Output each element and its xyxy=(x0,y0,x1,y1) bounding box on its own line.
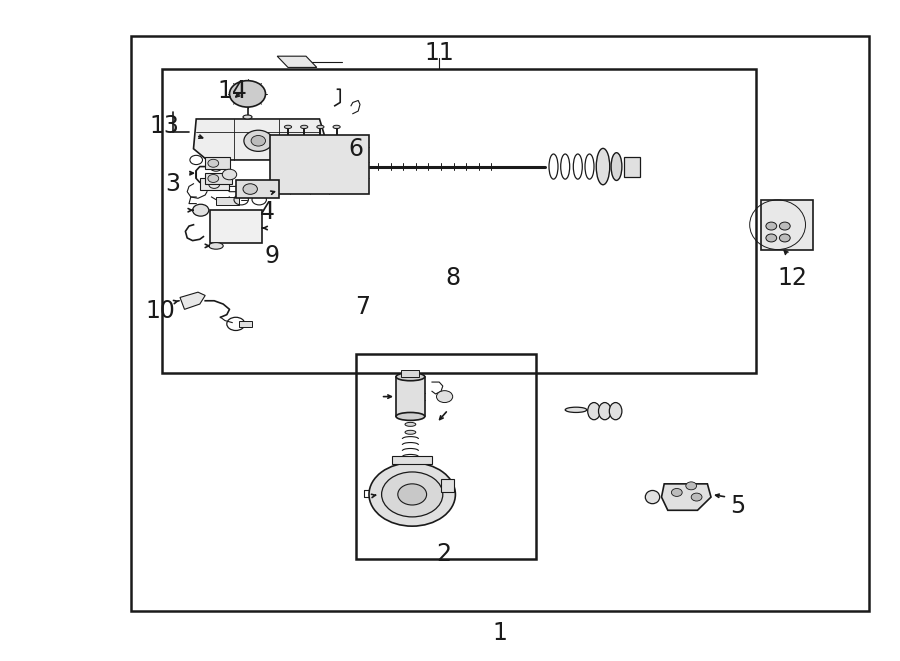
Ellipse shape xyxy=(284,125,292,128)
Ellipse shape xyxy=(209,243,223,249)
Circle shape xyxy=(779,234,790,242)
Ellipse shape xyxy=(596,148,610,184)
Circle shape xyxy=(243,184,257,194)
Circle shape xyxy=(766,222,777,230)
Ellipse shape xyxy=(588,403,600,420)
Circle shape xyxy=(691,493,702,501)
Circle shape xyxy=(779,222,790,230)
Circle shape xyxy=(208,159,219,167)
Ellipse shape xyxy=(565,407,587,412)
Polygon shape xyxy=(180,292,205,309)
Bar xyxy=(216,197,239,205)
Text: 4: 4 xyxy=(260,200,274,223)
Bar xyxy=(392,456,432,464)
Polygon shape xyxy=(277,56,317,67)
Circle shape xyxy=(222,169,237,180)
Bar xyxy=(205,157,230,169)
Ellipse shape xyxy=(645,490,660,504)
Circle shape xyxy=(436,391,453,403)
Text: 6: 6 xyxy=(348,137,363,161)
Text: 1: 1 xyxy=(492,621,507,645)
Bar xyxy=(130,36,868,611)
Bar xyxy=(356,354,536,559)
Bar xyxy=(162,69,756,373)
Ellipse shape xyxy=(317,125,324,128)
Bar xyxy=(441,479,454,492)
Ellipse shape xyxy=(301,125,308,128)
Ellipse shape xyxy=(396,373,425,381)
Bar xyxy=(401,370,419,377)
Circle shape xyxy=(369,463,455,526)
Text: 3: 3 xyxy=(166,172,180,196)
Bar xyxy=(270,135,369,194)
Circle shape xyxy=(686,482,697,490)
Ellipse shape xyxy=(405,422,416,426)
Bar xyxy=(238,321,252,327)
Text: 11: 11 xyxy=(424,41,454,65)
Text: 5: 5 xyxy=(731,494,745,518)
Ellipse shape xyxy=(243,115,252,119)
Circle shape xyxy=(398,484,427,505)
Text: 2: 2 xyxy=(436,542,451,566)
Ellipse shape xyxy=(598,403,611,420)
Text: 10: 10 xyxy=(145,299,176,323)
Ellipse shape xyxy=(405,430,416,434)
Circle shape xyxy=(193,204,209,216)
Ellipse shape xyxy=(396,412,425,420)
Circle shape xyxy=(244,130,273,151)
Circle shape xyxy=(230,81,266,107)
Bar xyxy=(396,377,425,416)
Circle shape xyxy=(208,175,219,182)
Bar xyxy=(236,180,279,198)
Text: 9: 9 xyxy=(265,245,279,268)
Circle shape xyxy=(251,136,266,146)
Circle shape xyxy=(766,234,777,242)
Text: 14: 14 xyxy=(217,79,248,103)
Ellipse shape xyxy=(333,125,340,128)
Polygon shape xyxy=(194,119,328,160)
Text: 7: 7 xyxy=(356,295,370,319)
Bar xyxy=(760,200,813,250)
Bar xyxy=(205,173,232,184)
Ellipse shape xyxy=(609,403,622,420)
Ellipse shape xyxy=(611,153,622,180)
Polygon shape xyxy=(662,484,711,510)
Bar xyxy=(624,157,640,177)
Circle shape xyxy=(382,472,443,517)
Text: 12: 12 xyxy=(777,266,807,290)
Text: 8: 8 xyxy=(446,266,460,290)
Circle shape xyxy=(671,488,682,496)
Bar xyxy=(200,178,229,190)
Text: 13: 13 xyxy=(149,114,180,137)
Bar xyxy=(210,210,262,243)
